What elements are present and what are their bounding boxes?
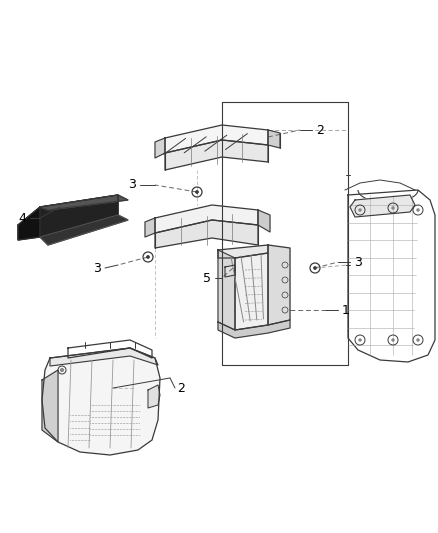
Polygon shape xyxy=(225,265,235,277)
Circle shape xyxy=(358,338,361,342)
Polygon shape xyxy=(258,210,270,232)
Polygon shape xyxy=(235,253,268,330)
Polygon shape xyxy=(165,140,268,170)
Polygon shape xyxy=(350,195,415,217)
Text: 3: 3 xyxy=(354,255,362,269)
Circle shape xyxy=(417,208,420,212)
Polygon shape xyxy=(40,215,128,245)
Polygon shape xyxy=(18,207,40,240)
Polygon shape xyxy=(155,220,258,248)
Polygon shape xyxy=(42,370,58,442)
Text: 4: 4 xyxy=(18,212,26,224)
Circle shape xyxy=(60,368,64,372)
Circle shape xyxy=(195,190,198,193)
Circle shape xyxy=(358,208,361,212)
Polygon shape xyxy=(218,250,235,330)
Text: 3: 3 xyxy=(128,179,136,191)
Polygon shape xyxy=(42,348,160,455)
Circle shape xyxy=(417,338,420,342)
Text: 1: 1 xyxy=(342,303,350,317)
Polygon shape xyxy=(268,130,280,148)
Polygon shape xyxy=(155,205,258,233)
Polygon shape xyxy=(155,138,165,158)
Text: 2: 2 xyxy=(177,382,185,394)
Polygon shape xyxy=(218,320,290,338)
Polygon shape xyxy=(40,195,118,237)
Circle shape xyxy=(392,338,395,342)
Text: 3: 3 xyxy=(93,262,101,274)
Polygon shape xyxy=(268,245,290,325)
Polygon shape xyxy=(50,348,158,366)
Polygon shape xyxy=(165,125,268,153)
Polygon shape xyxy=(40,195,128,210)
Text: 5: 5 xyxy=(203,271,211,285)
Circle shape xyxy=(146,255,149,259)
Circle shape xyxy=(314,266,317,270)
Polygon shape xyxy=(218,245,268,258)
Polygon shape xyxy=(145,218,155,237)
Polygon shape xyxy=(148,385,160,408)
Text: 2: 2 xyxy=(316,124,324,136)
Circle shape xyxy=(392,206,395,209)
